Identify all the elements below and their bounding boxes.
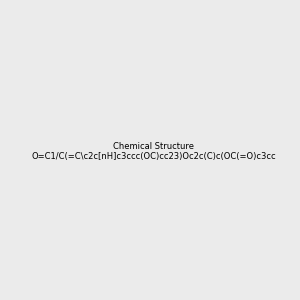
Text: Chemical Structure
O=C1/C(=C\c2c[nH]c3ccc(OC)cc23)Oc2c(C)c(OC(=O)c3cc: Chemical Structure O=C1/C(=C\c2c[nH]c3cc… xyxy=(32,142,276,161)
